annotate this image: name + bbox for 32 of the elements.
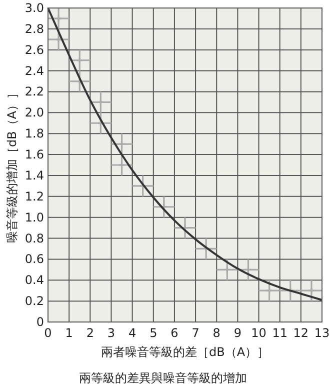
y-tick-label: 1.6 xyxy=(24,148,44,162)
x-tick-label: 1 xyxy=(65,326,73,340)
x-tick-label: 3 xyxy=(107,326,116,340)
x-tick-label: 11 xyxy=(272,326,288,340)
y-tick-label: 1.4 xyxy=(24,168,44,182)
x-tick-label: 6 xyxy=(170,326,178,340)
y-tick-label: 0.4 xyxy=(24,273,44,288)
x-tick-label: 4 xyxy=(128,326,136,340)
y-tick-label: 3.0 xyxy=(24,1,44,15)
y-tick-label: 0.6 xyxy=(24,252,44,266)
x-tick-label: 5 xyxy=(150,326,158,340)
x-tick-label: 2 xyxy=(86,326,94,340)
y-tick-label: 0 xyxy=(36,315,44,329)
x-axis-title: 兩者噪音等級的差［dB（A）］ xyxy=(100,345,270,359)
y-tick-label: 1.2 xyxy=(24,189,44,204)
x-tick-label: 9 xyxy=(234,326,242,340)
x-tick-label: 7 xyxy=(192,326,200,340)
y-tick-label: 1.0 xyxy=(24,210,44,224)
x-tick-label: 12 xyxy=(293,326,309,340)
y-tick-label: 2.0 xyxy=(24,106,44,120)
x-tick-label: 13 xyxy=(314,326,330,340)
y-tick-label: 2.8 xyxy=(24,22,44,36)
x-tick-label: 8 xyxy=(212,326,220,340)
y-tick-label: 2.6 xyxy=(24,42,44,57)
y-axis-title: 噪音等級的增加［dB（A）］ xyxy=(5,86,19,244)
text: 兩等級的差異與噪音等級的增加 xyxy=(79,371,247,385)
y-tick-label: 1.8 xyxy=(24,126,44,141)
x-tick-label: 10 xyxy=(251,326,266,340)
y-tick-label: 2.2 xyxy=(24,84,44,99)
y-tick-label: 2.4 xyxy=(24,64,44,78)
y-tick-label: 0.2 xyxy=(24,294,44,308)
y-tick-label: 0.8 xyxy=(24,231,44,246)
